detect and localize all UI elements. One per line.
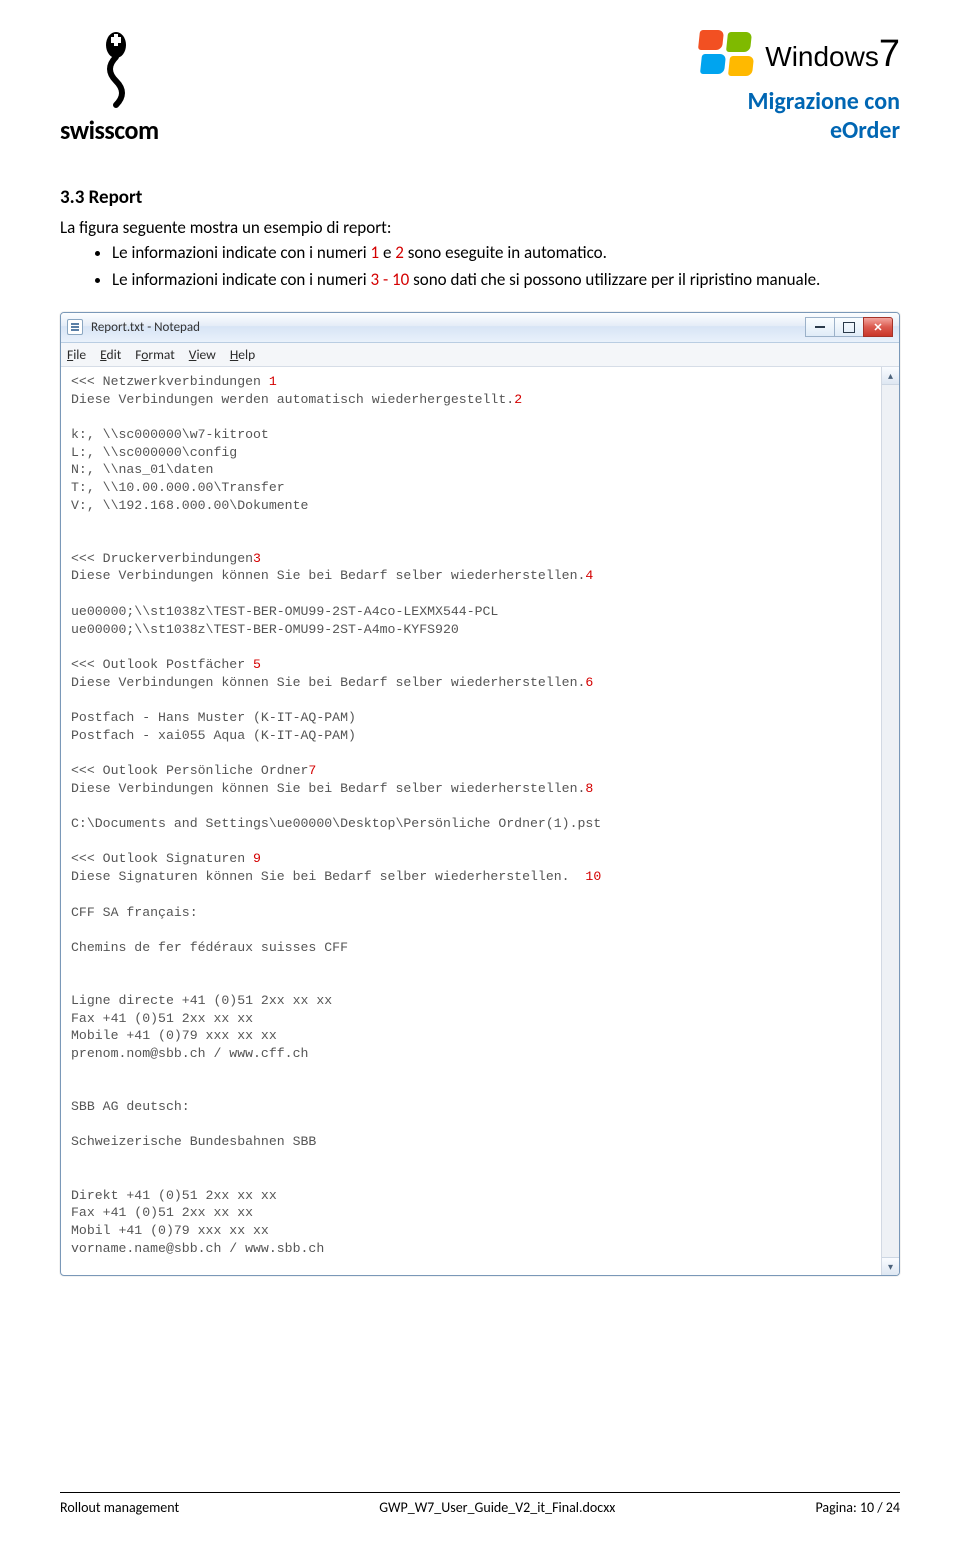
- close-button[interactable]: [863, 317, 893, 337]
- bullet-text: e: [379, 242, 395, 263]
- notepad-titlebar[interactable]: Report.txt - Notepad: [61, 313, 899, 343]
- menu-help[interactable]: Help: [230, 346, 255, 363]
- notepad-menubar: File Edit Format View Help: [61, 343, 899, 367]
- window-title: Report.txt - Notepad: [91, 320, 200, 335]
- list-item: Le informazioni indicate con i numeri 1 …: [112, 242, 900, 265]
- section-heading: 3.3 Report: [60, 186, 900, 209]
- window-controls: [806, 317, 893, 337]
- subtitle-line1: Migrazione con: [747, 87, 900, 116]
- bullet-text: sono eseguite in automatico.: [404, 242, 607, 263]
- notepad-body: <<< Netzwerkverbindungen 1 Diese Verbind…: [61, 367, 899, 1275]
- bullet-text: Le informazioni indicate con i numeri: [112, 242, 371, 263]
- windows7-text: Windows7: [765, 33, 900, 76]
- maximize-button[interactable]: [834, 317, 864, 337]
- scroll-down-icon[interactable]: ▾: [882, 1257, 899, 1275]
- notepad-text-area[interactable]: <<< Netzwerkverbindungen 1 Diese Verbind…: [61, 367, 881, 1275]
- scrollbar[interactable]: ▴ ▾: [881, 367, 899, 1275]
- windows-word: Windows: [765, 41, 879, 72]
- notepad-window: Report.txt - Notepad File Edit Format Vi…: [60, 312, 900, 1276]
- windows-version: 7: [879, 33, 900, 75]
- document-subtitle: Migrazione con eOrder: [747, 88, 900, 146]
- menu-edit[interactable]: Edit: [100, 346, 121, 363]
- footer-center: GWP_W7_User_Guide_V2_it_Final.docxx: [379, 1499, 615, 1516]
- windows-flag-icon: [699, 30, 755, 78]
- swisscom-mark-icon: [98, 30, 134, 110]
- content-area: 3.3 Report La figura seguente mostra un …: [60, 186, 900, 1276]
- footer-left: Rollout management: [60, 1499, 179, 1516]
- red-number: 1: [371, 242, 380, 263]
- menu-file[interactable]: File: [67, 346, 86, 363]
- page-footer: Rollout management GWP_W7_User_Guide_V2_…: [60, 1492, 900, 1516]
- list-item: Le informazioni indicate con i numeri 3 …: [112, 269, 900, 292]
- bullet-list: Le informazioni indicate con i numeri 1 …: [60, 242, 900, 292]
- swisscom-wordmark: swisscom: [60, 114, 159, 146]
- minimize-button[interactable]: [805, 317, 835, 337]
- page-header: swisscom Windows7 Migrazione con eOrder: [60, 30, 900, 146]
- header-right: Windows7 Migrazione con eOrder: [699, 30, 900, 146]
- bullet-text: Le informazioni indicate con i numeri: [112, 269, 371, 290]
- menu-format[interactable]: Format: [135, 346, 175, 363]
- menu-view[interactable]: View: [189, 346, 216, 363]
- footer-right: Pagina: 10 / 24: [815, 1499, 900, 1516]
- notepad-app-icon: [67, 319, 83, 335]
- windows7-logo: Windows7: [699, 30, 900, 78]
- red-number: 3 - 10: [371, 269, 410, 290]
- bullet-text: sono dati che si possono utilizzare per …: [409, 269, 820, 290]
- scroll-up-icon[interactable]: ▴: [882, 367, 899, 385]
- subtitle-line2: eOrder: [830, 116, 900, 145]
- swisscom-logo: swisscom: [60, 30, 159, 146]
- red-number: 2: [395, 242, 404, 263]
- section-intro: La figura seguente mostra un esempio di …: [60, 217, 900, 238]
- titlebar-left: Report.txt - Notepad: [67, 319, 208, 335]
